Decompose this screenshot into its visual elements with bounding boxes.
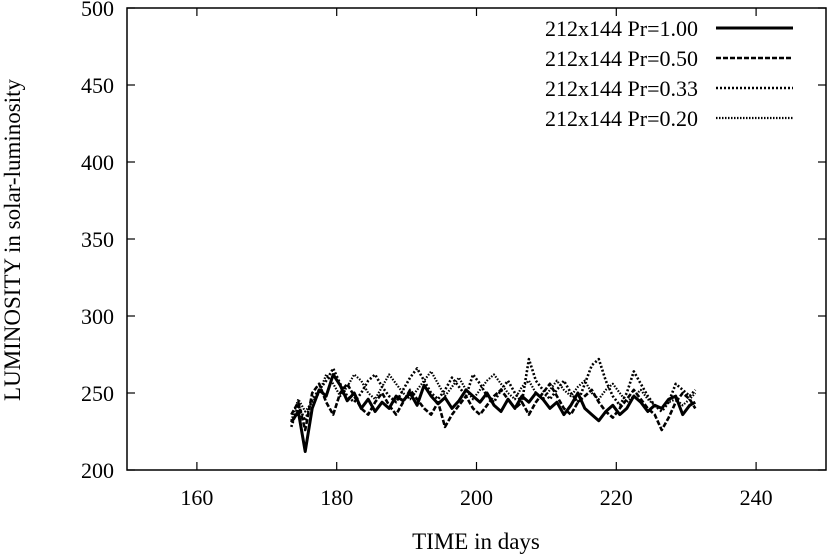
series-lines: [290, 357, 697, 453]
x-tick-label: 160: [180, 485, 213, 510]
y-tick-label: 200: [81, 458, 114, 483]
x-tick-label: 220: [600, 485, 633, 510]
y-tick-label: 350: [81, 227, 114, 252]
legend-label-1: 212x144 Pr=1.00: [545, 16, 698, 41]
x-tick-label: 200: [460, 485, 493, 510]
y-tick-label: 450: [81, 73, 114, 98]
x-tick-label: 180: [320, 485, 353, 510]
y-tick-label: 500: [81, 0, 114, 21]
legend-label-4: 212x144 Pr=0.20: [545, 106, 698, 131]
x-axis-title: TIME in days: [412, 529, 540, 554]
legend-label-2: 212x144 Pr=0.50: [545, 46, 698, 71]
y-tick-label: 400: [81, 150, 114, 175]
axis-ticks: 160 180 200 220 240 200 250 300 350 400 450 500: [81, 0, 826, 510]
y-tick-label: 250: [81, 381, 114, 406]
y-axis-title: LUMINOSITY in solar-luminosity: [0, 79, 25, 401]
y-tick-label: 300: [81, 304, 114, 329]
series-line-4: [290, 370, 697, 422]
legend: 212x144 Pr=1.00 212x144 Pr=0.50 212x144 Pr…: [545, 16, 793, 131]
x-tick-label: 240: [740, 485, 773, 510]
series-line-3: [290, 357, 697, 428]
legend-label-3: 212x144 Pr=0.33: [545, 76, 698, 101]
series-line-2: [290, 382, 697, 432]
series-line-1: [290, 373, 697, 453]
